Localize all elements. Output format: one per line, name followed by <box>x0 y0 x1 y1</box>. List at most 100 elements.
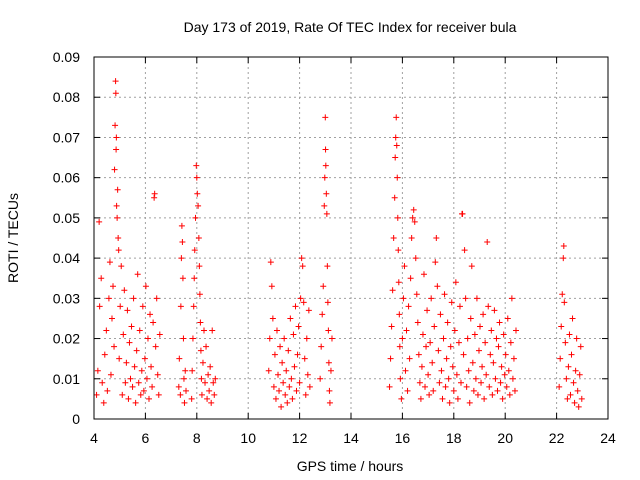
y-tick-label: 0.01 <box>53 371 80 387</box>
data-point <box>301 355 308 362</box>
data-point <box>278 403 285 410</box>
data-point <box>390 235 397 241</box>
data-point <box>198 391 205 398</box>
data-point <box>496 319 503 326</box>
data-point <box>151 194 158 201</box>
data-point <box>449 363 456 370</box>
data-point <box>191 247 198 254</box>
data-point <box>149 383 156 390</box>
data-point <box>562 339 569 346</box>
data-point <box>100 399 107 406</box>
x-tick-label: 8 <box>193 430 201 446</box>
data-point <box>455 339 462 346</box>
data-point <box>497 379 504 386</box>
data-point <box>392 134 399 141</box>
data-point <box>466 399 473 406</box>
data-point <box>414 319 421 326</box>
data-point <box>141 355 148 362</box>
data-point <box>563 375 570 382</box>
data-point <box>177 303 184 310</box>
data-point <box>441 291 448 298</box>
data-point <box>435 347 442 354</box>
data-point <box>500 331 507 338</box>
data-point <box>106 259 113 266</box>
data-point <box>558 323 565 330</box>
data-point <box>566 331 573 338</box>
data-point <box>125 395 132 402</box>
data-point <box>295 323 302 330</box>
data-point <box>387 355 394 362</box>
data-point <box>412 255 419 262</box>
data-point <box>305 307 312 314</box>
data-point <box>325 359 332 366</box>
data-point <box>324 299 331 306</box>
data-point <box>112 78 119 85</box>
data-point <box>481 395 488 402</box>
data-point <box>191 275 198 282</box>
data-point <box>398 395 405 402</box>
data-point <box>121 287 128 294</box>
x-tick-label: 22 <box>549 430 565 446</box>
x-tick-label: 14 <box>343 430 359 446</box>
data-point <box>401 263 408 270</box>
data-point <box>475 347 482 354</box>
data-point <box>487 351 494 358</box>
data-point <box>463 383 470 390</box>
data-point <box>560 255 567 262</box>
data-point <box>98 275 105 282</box>
data-point <box>422 383 429 390</box>
data-point <box>115 235 122 241</box>
data-point <box>287 315 294 322</box>
data-point <box>576 371 583 378</box>
data-point <box>477 323 484 330</box>
data-point <box>326 399 333 406</box>
data-point <box>134 271 141 278</box>
data-point <box>440 335 447 342</box>
data-point <box>291 363 298 370</box>
data-point <box>198 375 205 382</box>
data-point <box>128 323 135 330</box>
data-point <box>207 363 214 370</box>
data-point <box>388 323 395 330</box>
data-point <box>454 395 461 402</box>
data-point <box>556 383 563 390</box>
data-point <box>413 291 420 298</box>
data-point <box>303 335 310 342</box>
x-tick-labels: 4 6 8 10 12 14 16 18 20 22 24 <box>90 430 616 446</box>
data-point <box>153 295 160 302</box>
data-point <box>193 162 200 169</box>
data-point <box>561 299 568 306</box>
data-point <box>498 363 505 370</box>
data-point <box>322 146 329 153</box>
data-point <box>197 319 204 326</box>
data-point <box>152 343 159 350</box>
data-point <box>577 343 584 350</box>
data-point <box>177 391 184 398</box>
data-point <box>117 303 124 310</box>
data-point <box>112 90 119 97</box>
data-point <box>208 399 215 406</box>
data-point <box>480 311 487 318</box>
data-point <box>325 327 332 334</box>
data-point <box>393 142 400 149</box>
data-point <box>189 367 196 374</box>
data-point <box>397 375 404 382</box>
data-point <box>322 162 329 169</box>
data-point <box>111 166 118 173</box>
y-tick-label: 0.03 <box>53 290 80 306</box>
data-point <box>320 283 327 290</box>
data-point <box>123 359 130 366</box>
x-axis-title: GPS time / hours <box>297 458 404 474</box>
data-point <box>132 399 139 406</box>
y-tick-label: 0.02 <box>53 331 80 347</box>
data-point <box>99 379 106 386</box>
data-point <box>467 315 474 322</box>
data-point <box>499 395 506 402</box>
data-point <box>430 387 437 394</box>
data-point <box>510 355 517 362</box>
data-point <box>210 379 217 386</box>
data-point <box>469 359 476 366</box>
data-point <box>492 375 499 382</box>
data-point <box>568 351 575 358</box>
